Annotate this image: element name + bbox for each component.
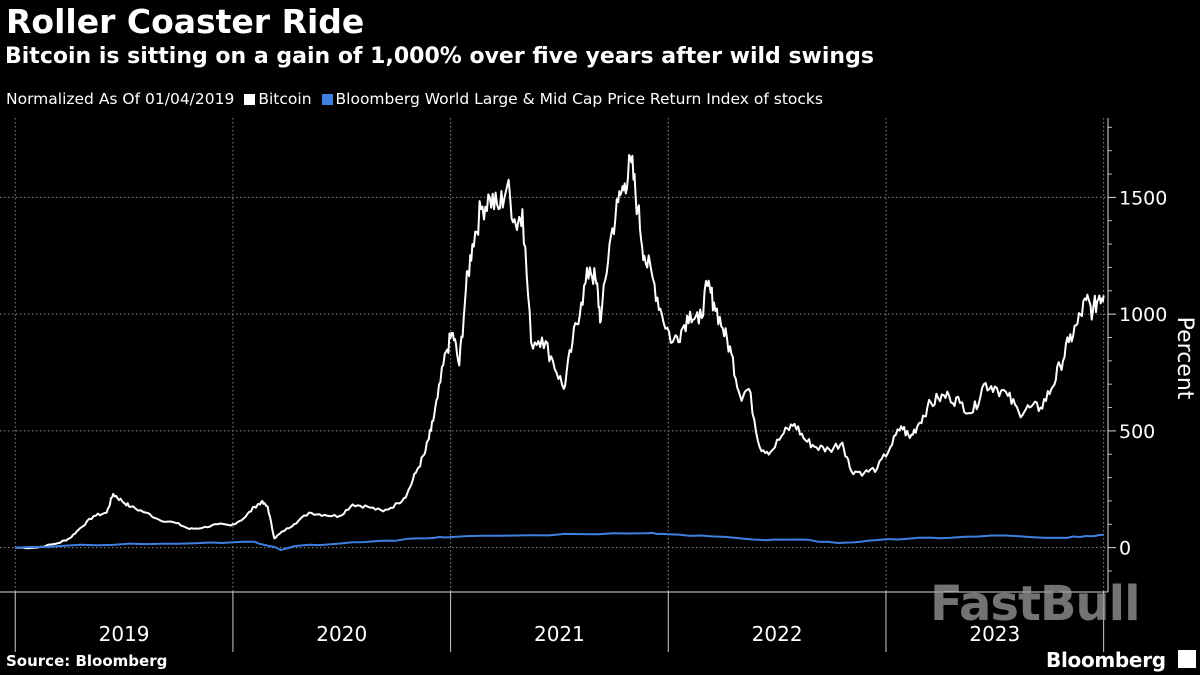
legend-label-bitcoin: Bitcoin — [258, 90, 312, 108]
legend-swatch-bitcoin — [244, 93, 256, 105]
x-tick-label: 2021 — [534, 622, 585, 646]
chart-subtitle: Bitcoin is sitting on a gain of 1,000% o… — [5, 44, 874, 69]
legend-swatch-stocks — [321, 93, 333, 105]
series-layer — [15, 154, 1105, 551]
terminal-icon — [1178, 650, 1196, 668]
x-tick-label: 2019 — [99, 622, 150, 646]
x-tick-label: 2023 — [969, 622, 1020, 646]
x-tick-label: 2020 — [316, 622, 367, 646]
y-tick-label: 500 — [1119, 421, 1155, 443]
x-tick-label: 2022 — [752, 622, 803, 646]
y-tick-label: 1500 — [1119, 187, 1167, 209]
y-tick-label: 1000 — [1119, 304, 1167, 326]
y-axis-title: Percent — [1172, 317, 1197, 400]
watermark-logo: FastBull — [930, 576, 1141, 632]
series-line-stocks — [15, 531, 1104, 551]
axis-layer: 0 500 1000 1500 2019 2020 2021 2022 2023 Percent — [0, 118, 1197, 652]
legend: Normalized As Of 01/04/2019 Bitcoin Bloo… — [6, 90, 823, 108]
source-note: Source: Bloomberg — [6, 652, 168, 670]
y-tick-label: 0 — [1119, 538, 1131, 560]
legend-normalized-note: Normalized As Of 01/04/2019 — [6, 90, 235, 108]
chart-title: Roller Coaster Ride — [6, 2, 365, 41]
series-line-bitcoin — [15, 154, 1105, 550]
grid-layer — [0, 118, 1108, 592]
legend-label-stocks: Bloomberg World Large & Mid Cap Price Re… — [335, 90, 823, 108]
brand-logo: Bloomberg — [1046, 648, 1166, 672]
